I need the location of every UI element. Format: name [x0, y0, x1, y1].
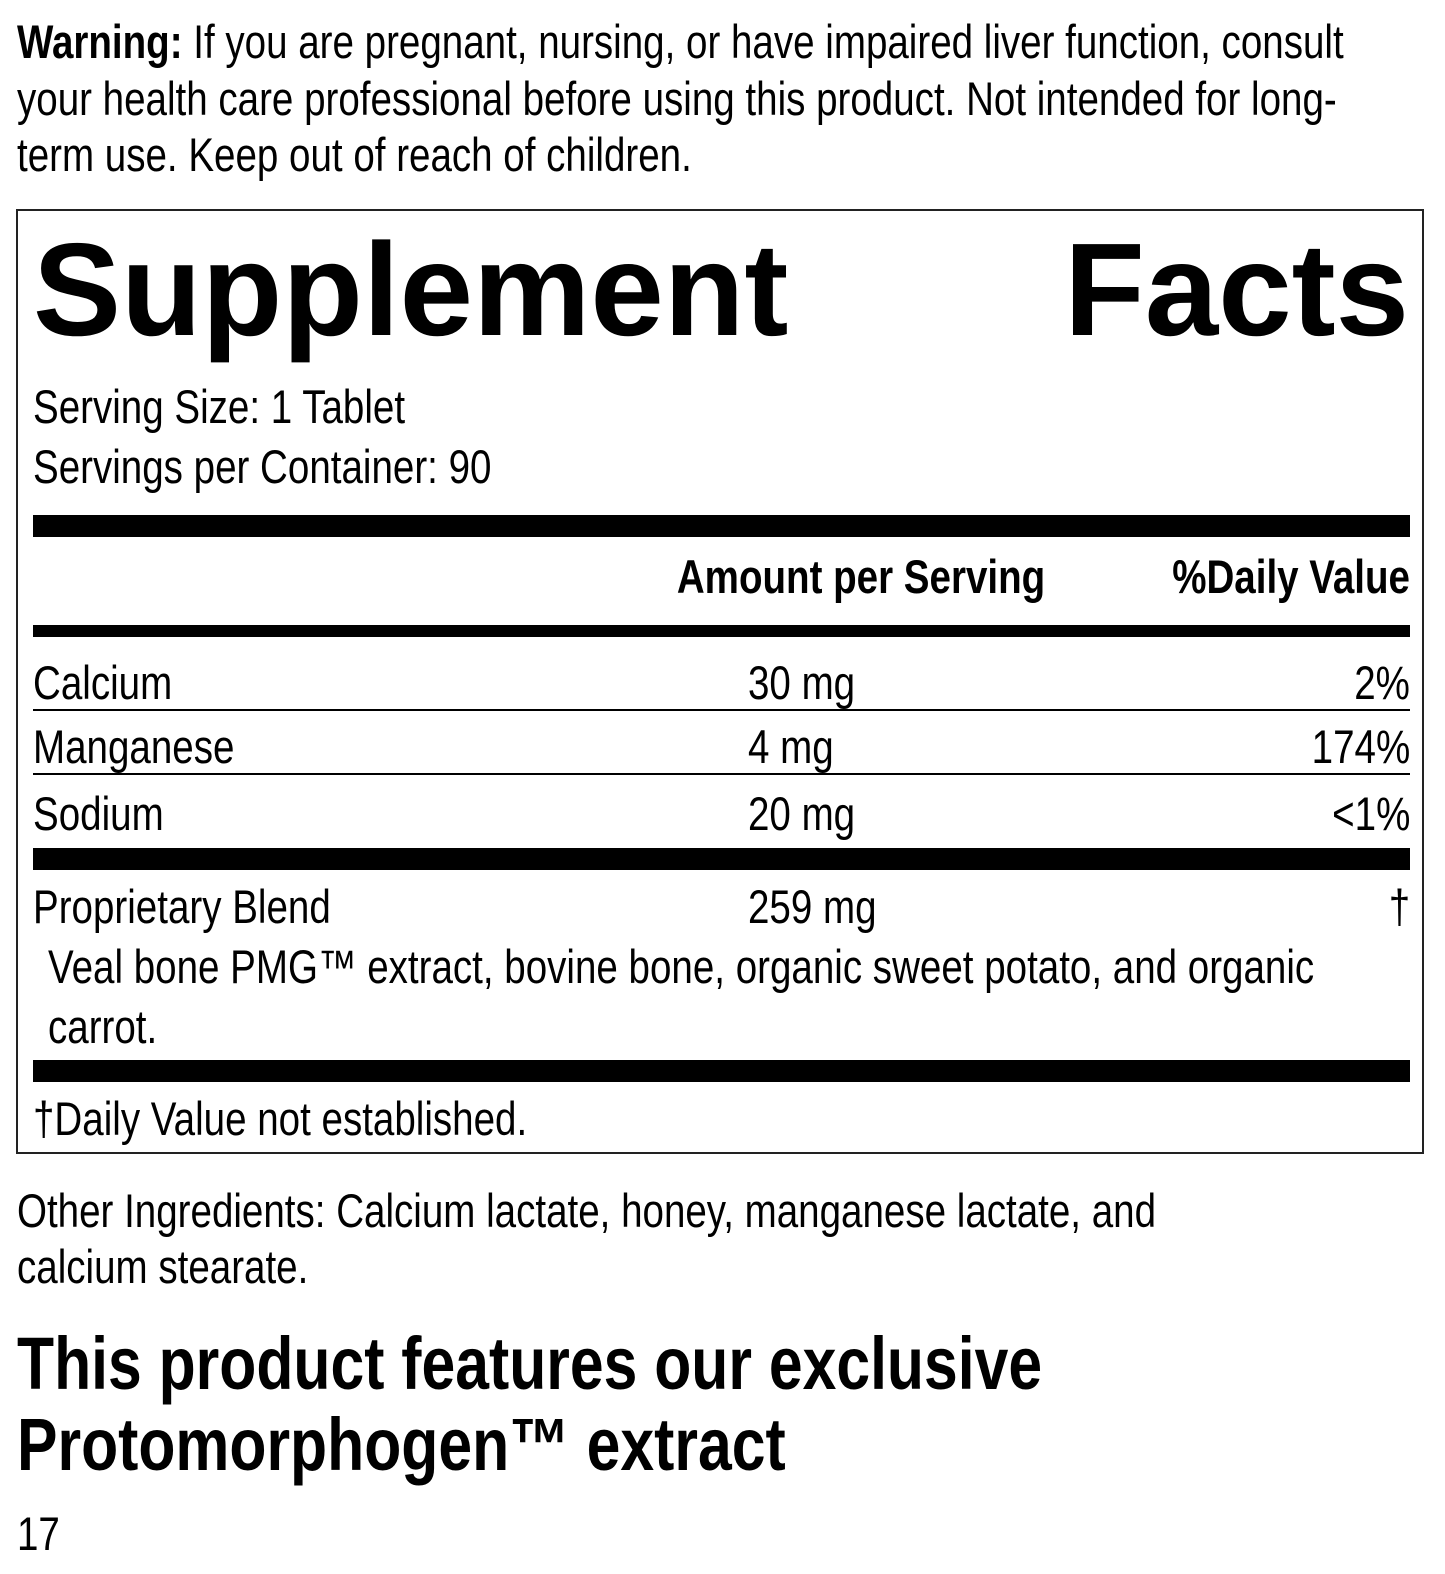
nutrient-amount: 20 mg	[748, 787, 856, 840]
nutrient-name: Manganese	[33, 720, 235, 773]
feature-heading: This product features our exclusive	[17, 1322, 1043, 1405]
thick-divider	[33, 515, 1410, 537]
thick-divider	[33, 848, 1410, 870]
thin-divider	[33, 773, 1410, 775]
warning-label: Warning:	[17, 15, 183, 68]
nutrient-name: Sodium	[33, 787, 164, 840]
facts-title-right: Facts	[1064, 216, 1409, 363]
blend-name: Proprietary Blend	[33, 880, 331, 933]
medium-divider	[33, 625, 1410, 637]
servings-per-container: Servings per Container: 90	[33, 440, 492, 493]
nutrient-amount: 4 mg	[748, 720, 834, 773]
blend-ingredients: carrot.	[48, 1000, 158, 1053]
blend-ingredients: Veal bone PMG™ extract, bovine bone, org…	[48, 940, 1315, 993]
thick-divider	[33, 1060, 1410, 1082]
page-number: 17	[17, 1507, 60, 1560]
nutrient-amount: 30 mg	[748, 656, 856, 709]
other-ingredients: Other Ingredients: Calcium lactate, hone…	[17, 1184, 1157, 1237]
warning-line: term use. Keep out of reach of children.	[17, 128, 692, 181]
nutrient-name: Calcium	[33, 656, 173, 709]
nutrient-dv: 174%	[1311, 720, 1410, 773]
header-daily-value: %Daily Value	[1172, 550, 1410, 603]
supplement-facts-panel	[16, 209, 1424, 1154]
blend-dv: †	[1388, 880, 1410, 933]
daily-value-footnote: †Daily Value not established.	[33, 1092, 528, 1145]
serving-size: Serving Size: 1 Tablet	[33, 380, 406, 433]
other-ingredients: calcium stearate.	[17, 1240, 309, 1293]
warning-line: your health care professional before usi…	[17, 72, 1337, 125]
facts-title-left: Supplement	[33, 216, 789, 363]
thin-divider	[33, 709, 1410, 711]
header-amount: Amount per Serving	[676, 550, 1045, 603]
nutrient-dv: 2%	[1354, 656, 1410, 709]
blend-amount: 259 mg	[748, 880, 877, 933]
feature-heading: Protomorphogen™ extract	[17, 1403, 786, 1486]
warning-line: Warning: If you are pregnant, nursing, o…	[17, 15, 1344, 68]
nutrient-dv: <1%	[1331, 787, 1410, 840]
